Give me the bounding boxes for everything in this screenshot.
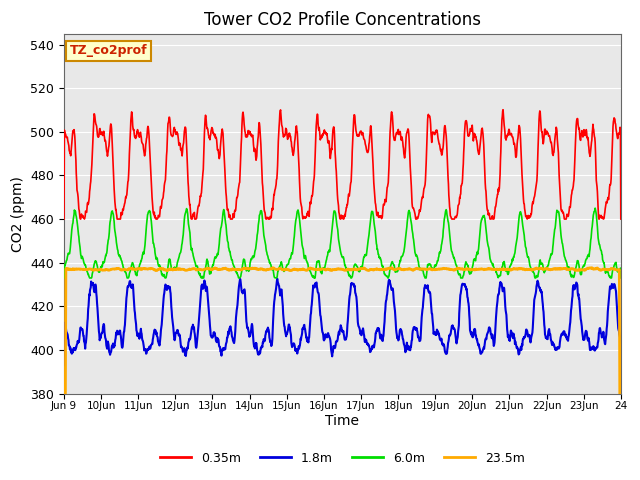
Y-axis label: CO2 (ppm): CO2 (ppm) [11,176,25,252]
Legend: 0.35m, 1.8m, 6.0m, 23.5m: 0.35m, 1.8m, 6.0m, 23.5m [155,447,530,469]
X-axis label: Time: Time [325,414,360,428]
Title: Tower CO2 Profile Concentrations: Tower CO2 Profile Concentrations [204,11,481,29]
Text: TZ_co2prof: TZ_co2prof [70,44,147,58]
